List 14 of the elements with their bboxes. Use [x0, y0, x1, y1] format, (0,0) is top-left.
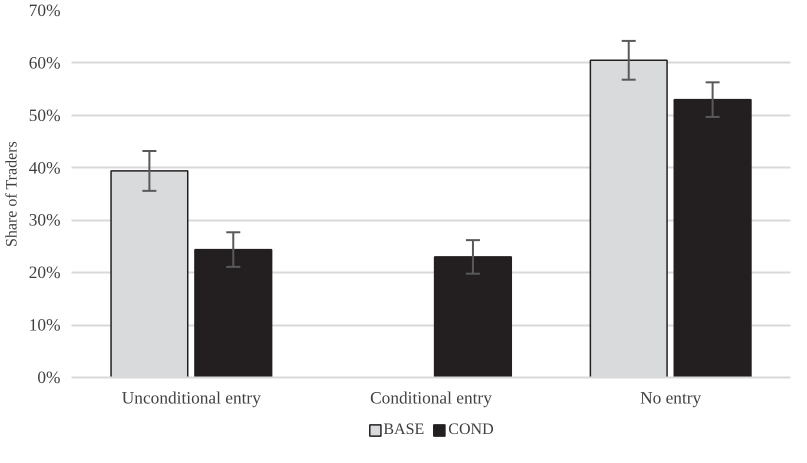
y-tick-label: 0%: [37, 368, 61, 387]
x-tick-label: No entry: [640, 388, 702, 408]
y-tick-label: 70%: [28, 1, 61, 20]
y-tick-label: 60%: [28, 53, 61, 72]
y-axis-title: Share of Traders: [4, 141, 21, 248]
y-tick-label: 50%: [28, 106, 61, 125]
x-tick-label: Unconditional entry: [122, 388, 262, 408]
y-tick-label: 30%: [28, 210, 61, 230]
legend-label: BASE: [383, 421, 424, 439]
legend-label: COND: [448, 421, 494, 439]
y-tick-label: 10%: [28, 316, 61, 335]
y-tick-label: 20%: [28, 263, 61, 282]
x-tick-label: Conditional entry: [370, 388, 492, 408]
y-tick-label: 40%: [28, 158, 61, 178]
